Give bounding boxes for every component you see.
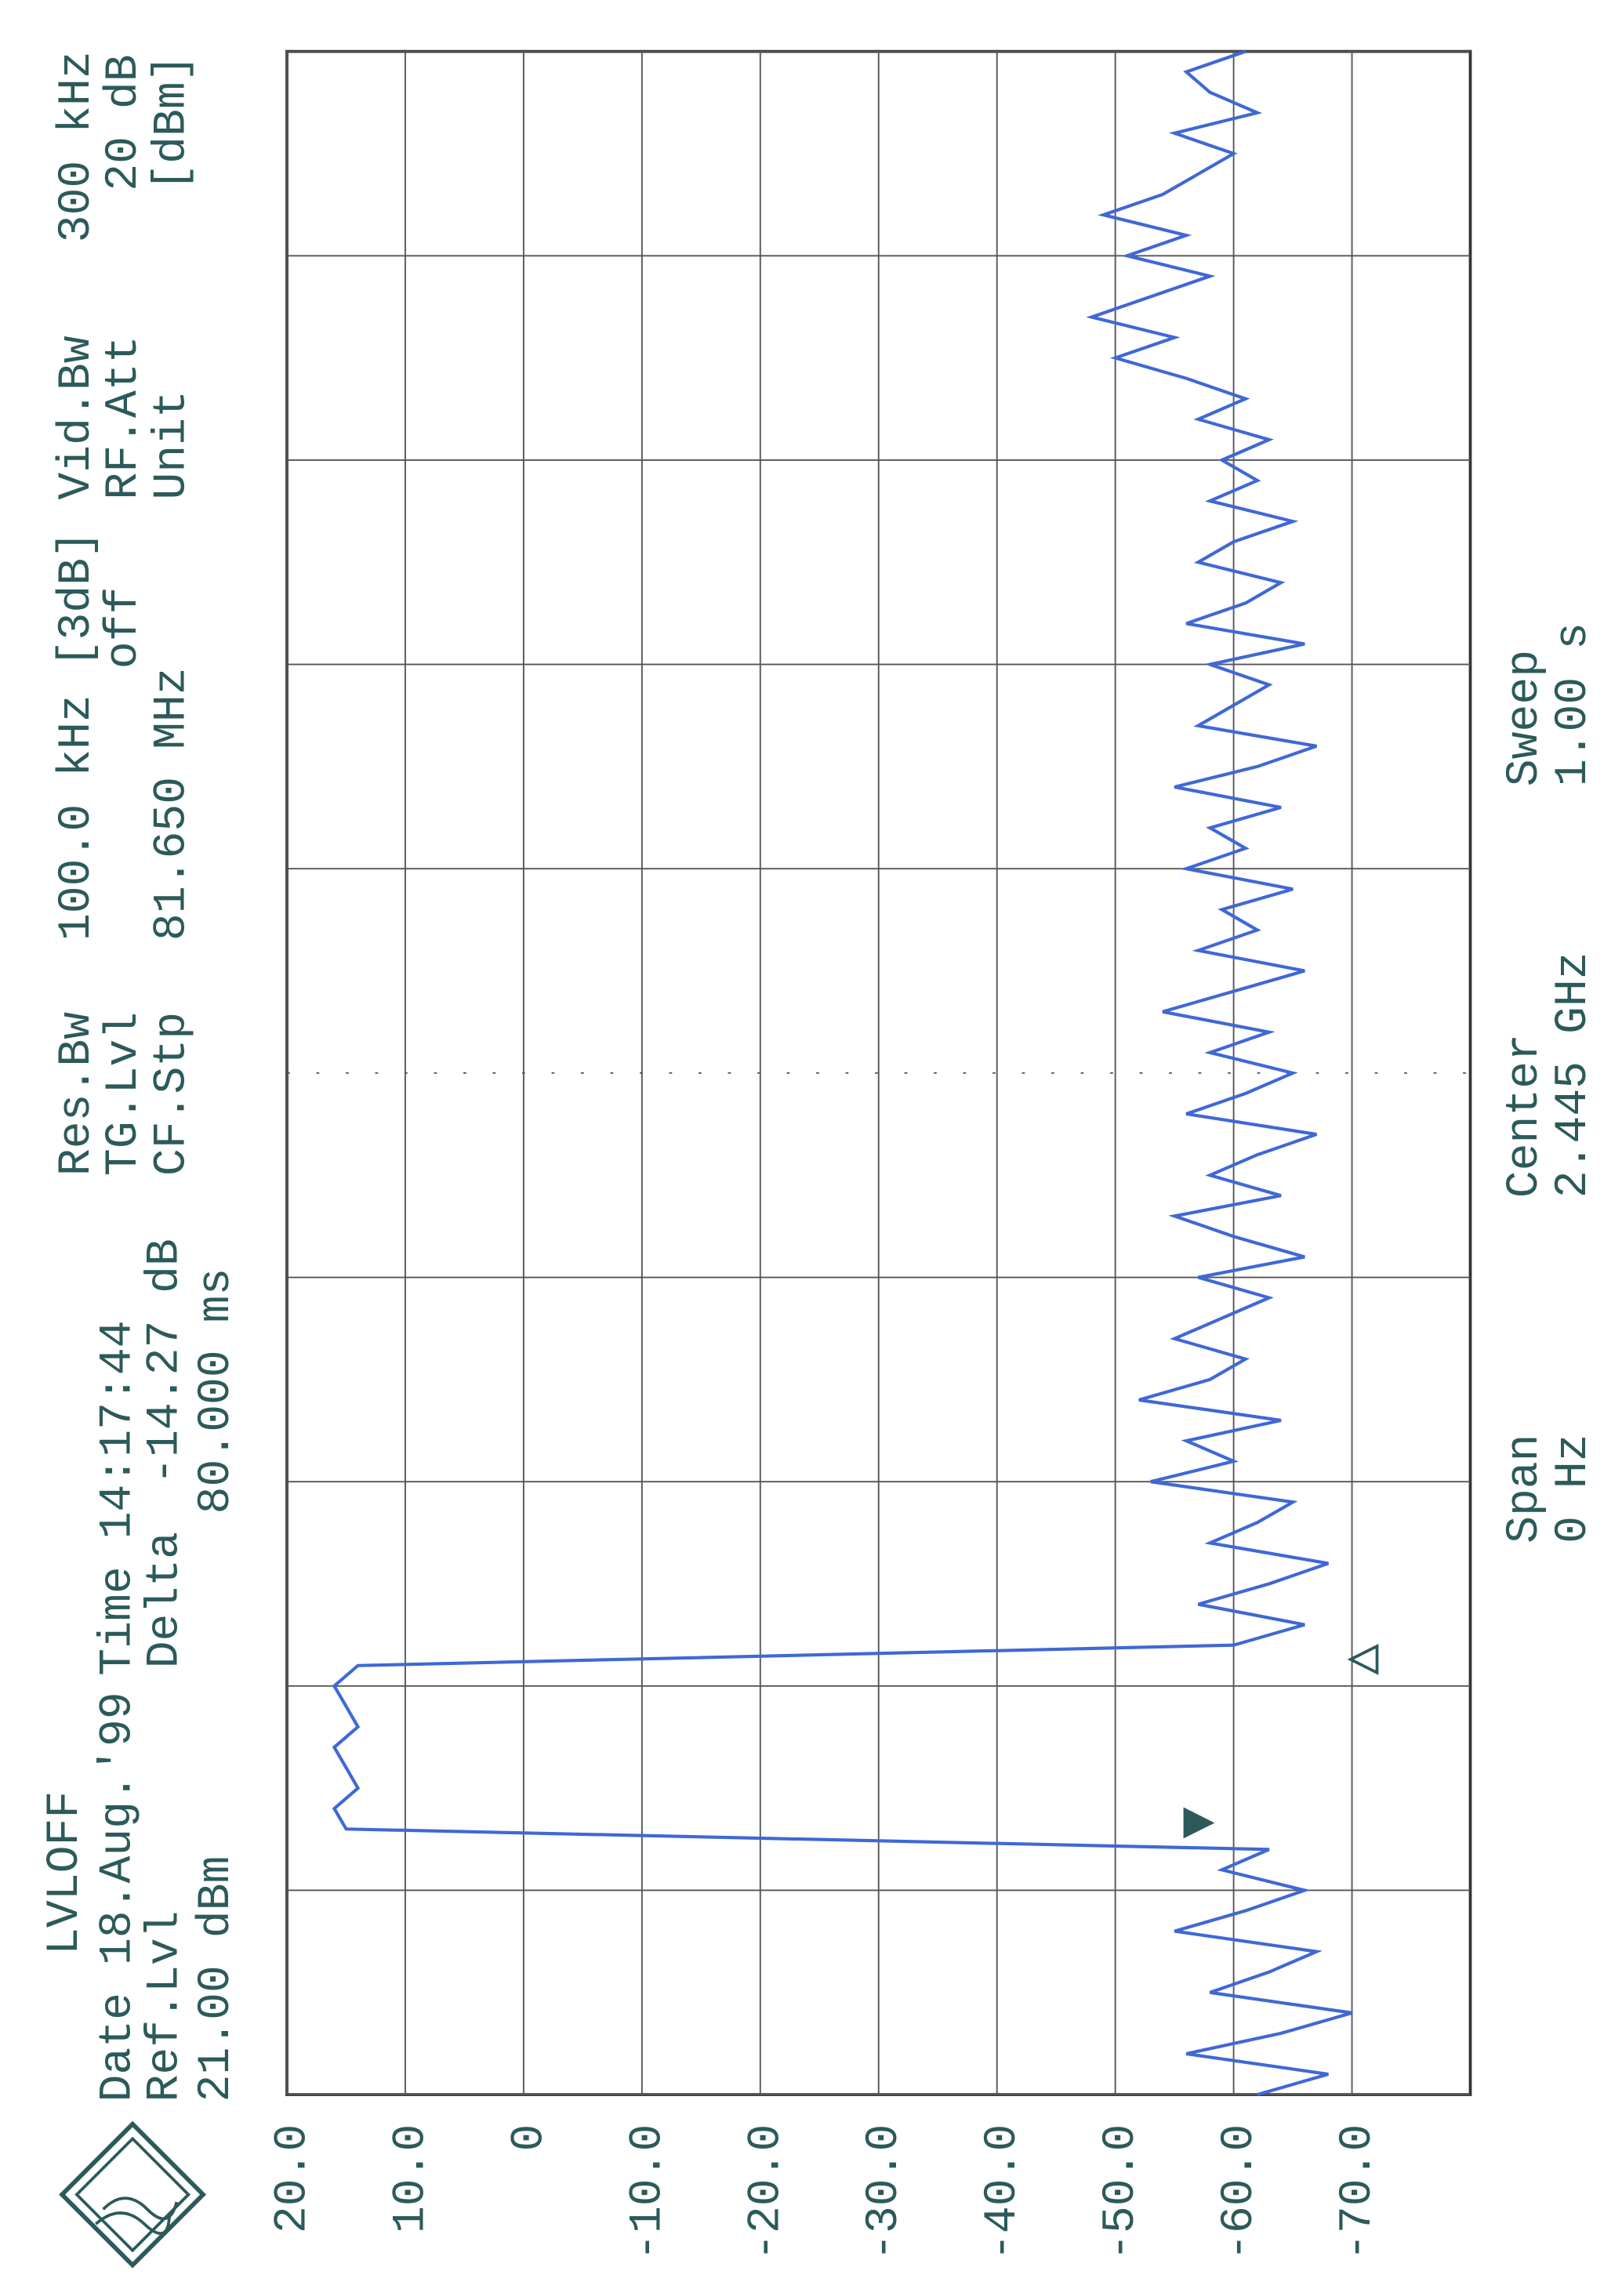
y-tick-label: -30.0 xyxy=(859,2124,910,2261)
footer-center-label: Center xyxy=(1500,1034,1551,1198)
logo-diamond xyxy=(59,2120,207,2269)
marker xyxy=(1347,1644,1379,1675)
y-tick-label: -20.0 xyxy=(741,2124,792,2261)
header-date: Date 18.Aug.'99 xyxy=(93,1692,143,2102)
header-unit: [dBm] xyxy=(147,54,198,190)
footer-center: 2.445 GHz xyxy=(1548,952,1599,1198)
header-vid-bw-label: Vid.Bw xyxy=(52,336,103,499)
header-ref-lvl-label: Ref.Lvl xyxy=(140,1910,191,2102)
header-delta-label: Delta xyxy=(140,1532,191,1668)
footer-span: 0 Hz xyxy=(1548,1434,1599,1543)
logo-diamond-inner xyxy=(74,2136,191,2253)
y-tick-label: -50.0 xyxy=(1096,2124,1147,2261)
header-tg-lvl-label: TG.Lvl xyxy=(99,1012,150,1176)
header-rf-att-label: RF.Att xyxy=(99,336,150,499)
header-rf-att: 20 dB xyxy=(99,54,150,190)
header-delta-time: 80.000 ms xyxy=(191,1268,242,1514)
header-tg-lvl: off xyxy=(99,587,150,669)
header-lvl-mode: LVLOFF xyxy=(40,1791,91,1955)
header-delta-level: -14.27 dB xyxy=(140,1239,191,1485)
y-tick-label: -40.0 xyxy=(978,2124,1029,2261)
marker xyxy=(1183,1807,1215,1839)
rs-logo xyxy=(59,2120,207,2269)
footer-span-label: Span xyxy=(1500,1434,1551,1543)
header-vid-bw: 300 kHz xyxy=(52,51,103,242)
y-tick-label: 0 xyxy=(504,2124,555,2152)
y-tick-label: -10.0 xyxy=(622,2124,673,2261)
header-unit-label: Unit xyxy=(147,390,198,500)
header-cf-stp: 81.650 MHz xyxy=(147,667,198,941)
y-tick-label: -70.0 xyxy=(1333,2124,1384,2261)
logo-waves xyxy=(94,2196,179,2235)
y-tick-label: 20.0 xyxy=(268,2124,319,2234)
header-res-bw: 100.0 kHz [3dB] xyxy=(52,531,103,941)
trace xyxy=(332,49,1353,2097)
header-res-bw-label: Res.Bw xyxy=(52,1012,103,1176)
y-tick-label: 10.0 xyxy=(386,2124,437,2234)
header-cf-stp-label: CF.Stp xyxy=(147,1012,198,1176)
header-time: Time 14:17:44 xyxy=(93,1320,143,1675)
footer-sweep: 1.00 s xyxy=(1548,622,1599,786)
y-tick-label: -60.0 xyxy=(1214,2124,1265,2261)
header-ref-lvl: 21.00 dBm xyxy=(191,1856,242,2102)
footer-sweep-label: Sweep xyxy=(1500,650,1551,786)
